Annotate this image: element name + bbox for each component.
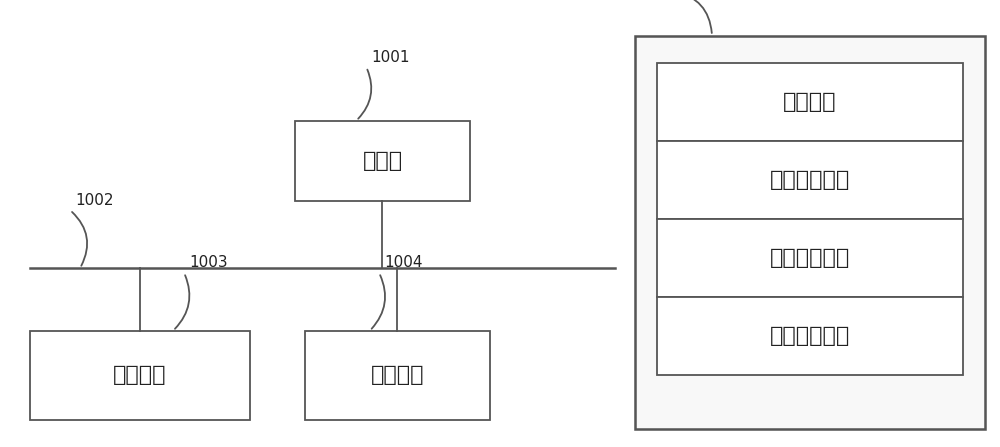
Bar [635,36,985,429]
Bar [305,331,490,420]
Text: 处理器: 处理器 [362,151,403,171]
Text: 1004: 1004 [384,255,422,270]
Text: 用户接口: 用户接口 [113,366,167,385]
Text: 用户接口模块: 用户接口模块 [770,248,850,268]
Text: 样本预测程序: 样本预测程序 [770,326,850,346]
Bar [295,121,470,201]
Text: 网络接口: 网络接口 [371,366,424,385]
Text: 网络通信模块: 网络通信模块 [770,170,850,190]
Bar [657,219,963,297]
Text: 操作系统: 操作系统 [783,92,837,112]
Bar [657,141,963,219]
Text: 1003: 1003 [189,255,228,270]
Text: 1002: 1002 [75,193,114,208]
Bar [657,63,963,141]
Bar [657,297,963,375]
Bar [30,331,250,420]
Text: 1001: 1001 [371,50,410,65]
